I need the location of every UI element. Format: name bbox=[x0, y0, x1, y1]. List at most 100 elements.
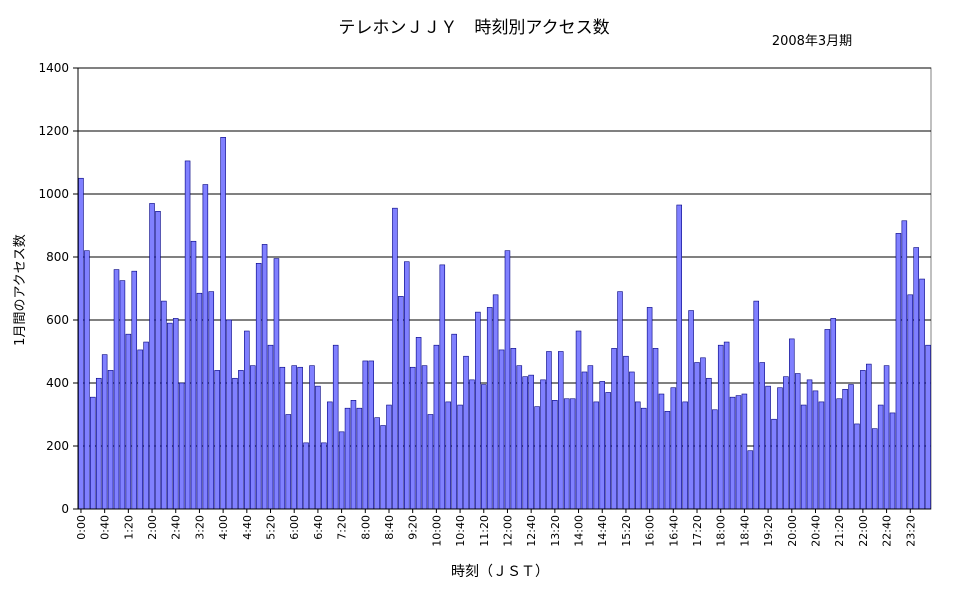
bar bbox=[504, 250, 511, 510]
x-tick-label: 16:00 bbox=[644, 515, 657, 547]
bar bbox=[309, 365, 315, 510]
bar bbox=[777, 387, 783, 510]
x-tick-label: 8:40 bbox=[383, 515, 396, 540]
bar bbox=[481, 384, 487, 510]
bar bbox=[871, 428, 878, 510]
bar bbox=[427, 414, 434, 510]
x-tick-label: 10:00 bbox=[430, 515, 443, 547]
x-tick-label: 7:20 bbox=[336, 515, 349, 540]
bar bbox=[196, 292, 203, 510]
bar bbox=[676, 204, 683, 510]
x-tick-label: 4:00 bbox=[217, 515, 230, 540]
bar bbox=[688, 310, 694, 510]
x-tick-label: 14:00 bbox=[573, 515, 586, 547]
bar bbox=[226, 319, 232, 510]
bar bbox=[321, 442, 327, 510]
x-tick-label: 3:20 bbox=[193, 515, 206, 540]
y-tick-label: 800 bbox=[46, 250, 69, 264]
x-tick-label: 14:40 bbox=[596, 515, 609, 547]
bar bbox=[332, 344, 339, 510]
x-tick-label: 22:00 bbox=[857, 515, 870, 547]
bar bbox=[131, 270, 138, 510]
bar bbox=[836, 398, 842, 510]
bar bbox=[735, 395, 742, 510]
x-tick-label: 17:20 bbox=[691, 515, 704, 547]
bar bbox=[95, 377, 102, 510]
bar bbox=[516, 365, 523, 510]
bar bbox=[279, 366, 286, 510]
bar bbox=[244, 330, 250, 510]
chart-title: テレホンＪＪＹ 時刻別アクセス数 bbox=[338, 18, 609, 38]
chart-subtitle: 2008年3月期 bbox=[772, 34, 852, 49]
bar bbox=[771, 418, 777, 510]
x-tick-label: 18:00 bbox=[715, 515, 728, 547]
bar bbox=[161, 300, 167, 510]
bar bbox=[107, 370, 114, 510]
bar bbox=[783, 376, 789, 510]
bar bbox=[84, 250, 90, 510]
bar bbox=[729, 396, 736, 510]
bar bbox=[640, 407, 647, 510]
x-tick-label: 4:40 bbox=[241, 515, 254, 540]
x-tick-label: 23:20 bbox=[904, 515, 917, 547]
bar bbox=[380, 425, 386, 510]
bar bbox=[593, 401, 600, 510]
bar bbox=[830, 318, 837, 510]
bar bbox=[747, 450, 754, 510]
bar bbox=[528, 374, 534, 510]
x-tick-label: 1:20 bbox=[122, 515, 135, 540]
bar bbox=[889, 412, 896, 510]
bar bbox=[563, 398, 570, 510]
bar bbox=[149, 203, 155, 510]
x-tick-label: 12:00 bbox=[501, 515, 514, 547]
bar bbox=[291, 365, 297, 510]
x-tick-label: 18:40 bbox=[738, 515, 751, 547]
bar bbox=[249, 365, 256, 510]
x-axis-label: 時刻（ＪＳＴ） bbox=[451, 564, 549, 580]
bar bbox=[812, 390, 819, 510]
bar bbox=[297, 366, 303, 510]
bar bbox=[356, 407, 363, 510]
bar bbox=[303, 442, 309, 510]
x-tick-label: 16:40 bbox=[667, 515, 680, 547]
bar bbox=[866, 363, 872, 510]
bar bbox=[824, 329, 831, 510]
y-tick-label: 1200 bbox=[38, 124, 69, 138]
bar bbox=[143, 341, 149, 510]
x-tick-label: 5:20 bbox=[265, 515, 278, 540]
bar bbox=[723, 341, 730, 510]
bar bbox=[469, 379, 475, 510]
bar bbox=[338, 431, 345, 510]
bar bbox=[611, 348, 617, 510]
x-tick-label: 9:20 bbox=[407, 515, 420, 540]
x-tick-label: 6:00 bbox=[288, 515, 301, 540]
bar bbox=[623, 355, 629, 510]
bar bbox=[617, 291, 623, 510]
bar bbox=[759, 362, 765, 510]
bar bbox=[646, 307, 653, 510]
bar bbox=[664, 411, 671, 510]
bar bbox=[800, 404, 807, 510]
bar bbox=[368, 360, 374, 510]
bar bbox=[392, 207, 398, 510]
bar bbox=[486, 307, 493, 510]
bar bbox=[261, 244, 268, 510]
bar bbox=[575, 330, 582, 510]
bar bbox=[439, 264, 446, 510]
x-tick-label: 0:00 bbox=[75, 515, 88, 540]
bar bbox=[125, 333, 132, 510]
bar bbox=[155, 211, 161, 510]
bar bbox=[101, 354, 108, 510]
plot-frame bbox=[77, 67, 932, 510]
x-tick-label: 22:40 bbox=[881, 515, 894, 547]
x-tick-label: 6:40 bbox=[312, 515, 325, 540]
plot-area bbox=[77, 67, 932, 510]
bar bbox=[137, 349, 143, 510]
bar bbox=[386, 404, 392, 510]
bar bbox=[415, 337, 422, 510]
bar bbox=[895, 233, 902, 510]
bar bbox=[267, 344, 274, 510]
bar bbox=[172, 318, 179, 510]
bar bbox=[794, 373, 801, 510]
bar bbox=[848, 384, 854, 510]
